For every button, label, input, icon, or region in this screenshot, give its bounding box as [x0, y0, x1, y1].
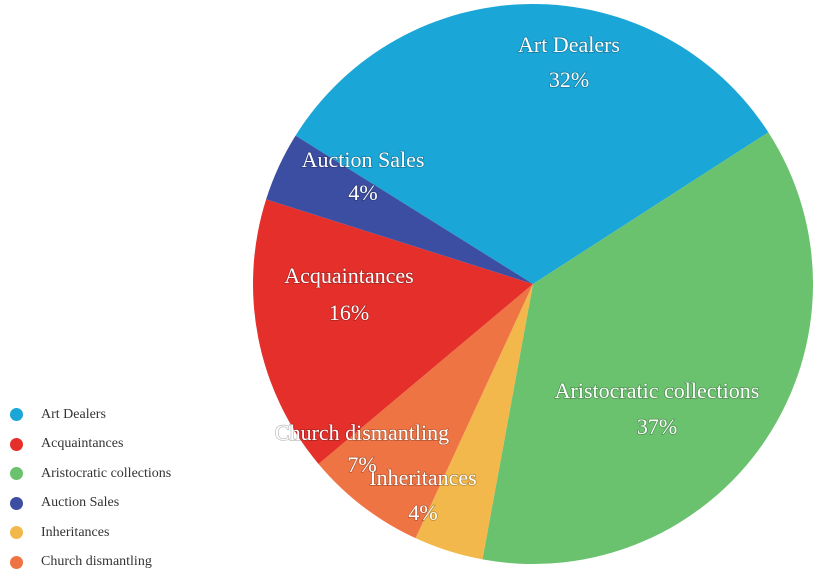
legend-swatch — [10, 556, 23, 569]
legend-item-art-dealers: Art Dealers — [10, 400, 171, 430]
legend-swatch — [10, 408, 23, 421]
legend-label: Auction Sales — [41, 495, 119, 511]
legend-label: Art Dealers — [41, 407, 106, 423]
slice-label-aristocratic-collections: Aristocratic collections — [555, 378, 760, 403]
legend-label: Inheritances — [41, 525, 109, 541]
slice-value-acquaintances: 16% — [329, 300, 369, 325]
slice-label-acquaintances: Acquaintances — [284, 263, 414, 288]
legend-item-church-dismantling: Church dismantling — [10, 548, 171, 577]
slice-value-inheritances: 4% — [408, 500, 437, 525]
slice-value-church-dismantling: 7% — [347, 452, 376, 477]
legend-swatch — [10, 497, 23, 510]
legend-item-aristocratic-collections: Aristocratic collections — [10, 459, 171, 489]
legend-swatch — [10, 438, 23, 451]
legend-label: Acquaintances — [41, 436, 123, 452]
slice-value-aristocratic-collections: 37% — [637, 414, 677, 439]
legend-item-inheritances: Inheritances — [10, 518, 171, 548]
legend-swatch — [10, 526, 23, 539]
slice-label-auction-sales: Auction Sales — [302, 147, 425, 172]
slice-label-art-dealers: Art Dealers — [518, 32, 620, 57]
legend-label: Aristocratic collections — [41, 466, 171, 482]
slice-value-auction-sales: 4% — [348, 180, 377, 205]
chart-legend: Art Dealers Acquaintances Aristocratic col… — [10, 400, 171, 577]
legend-item-auction-sales: Auction Sales — [10, 489, 171, 519]
legend-item-acquaintances: Acquaintances — [10, 430, 171, 460]
slice-value-art-dealers: 32% — [549, 67, 589, 92]
slice-label-church-dismantling: Church dismantling — [275, 420, 449, 445]
legend-swatch — [10, 467, 23, 480]
slice-label-inheritances: Inheritances — [369, 465, 477, 490]
